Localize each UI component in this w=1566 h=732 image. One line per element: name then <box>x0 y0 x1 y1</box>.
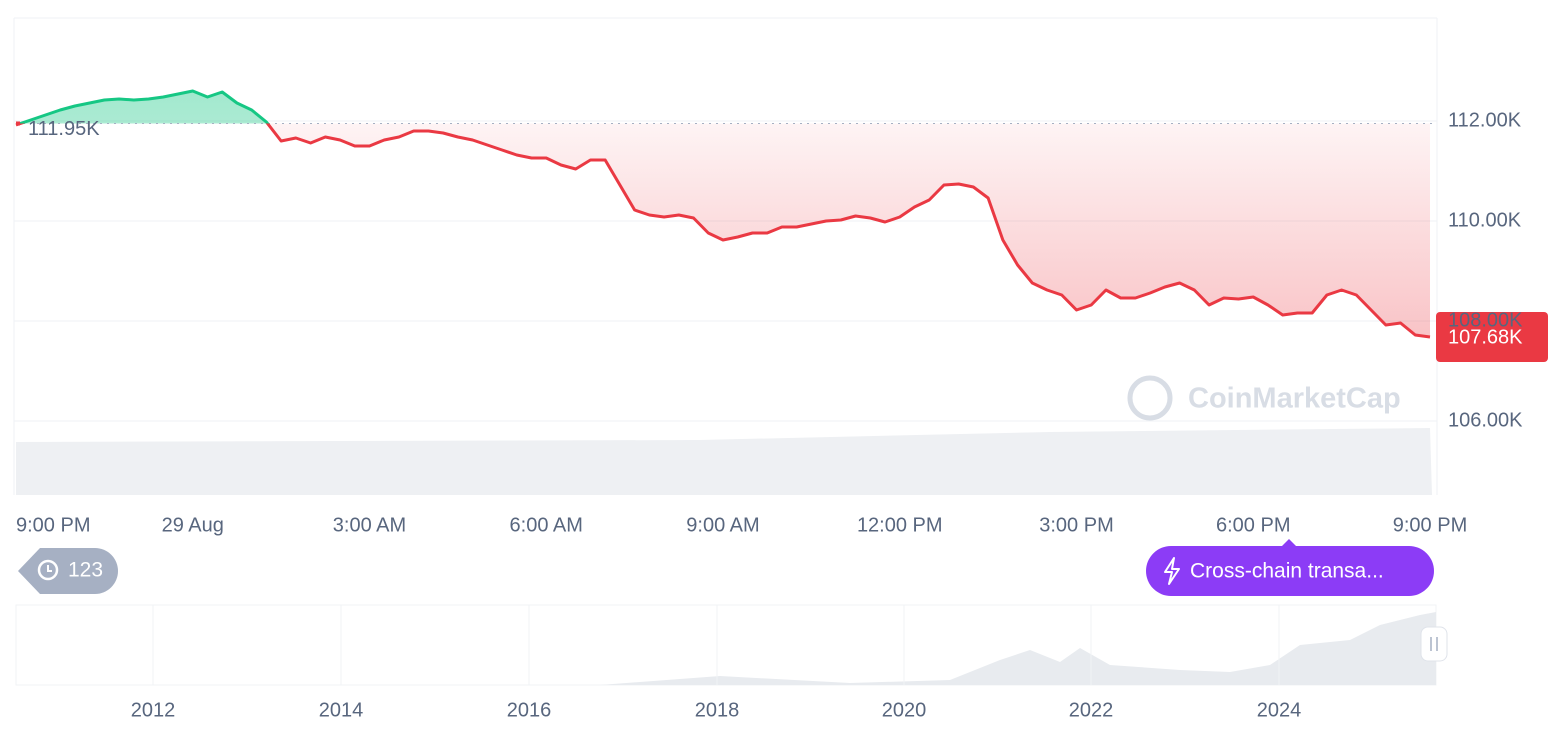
watermark-text: CoinMarketCap <box>1188 383 1401 415</box>
area-down <box>16 123 1430 337</box>
event-pill[interactable] <box>1146 546 1434 596</box>
last-price-tag <box>1436 312 1548 362</box>
event-icon <box>1164 557 1180 585</box>
watermark: CoinMarketCap <box>1127 375 1401 421</box>
navigator-year: 2022 <box>1069 699 1114 721</box>
plot-frame <box>13 17 1438 495</box>
event-button[interactable]: Cross-chain transa... <box>1146 539 1434 596</box>
volume-area <box>16 428 1432 495</box>
x-tick-label: 12:00 PM <box>857 514 943 536</box>
x-tick-label: 3:00 PM <box>1039 514 1113 536</box>
y-tick-label: 106.00K <box>1448 409 1523 431</box>
y-tick-label: 110.00K <box>1448 209 1522 231</box>
price-line-up <box>15 89 270 124</box>
navigator-handle[interactable] <box>1420 626 1448 662</box>
navigator: 2012 2014 2016 2018 2020 2022 2024 <box>15 604 1448 721</box>
reference-label: 111.95K <box>28 118 100 140</box>
price-line <box>15 123 1431 339</box>
watermark-logo <box>1127 375 1173 421</box>
navigator-year: 2014 <box>319 699 364 721</box>
navigator-year: 2024 <box>1257 699 1302 721</box>
event-text[interactable]: Cross-chain transa... <box>1190 560 1384 583</box>
x-tick-label: 9:00 PM <box>1393 514 1467 536</box>
badge-icon-hands <box>47 565 52 572</box>
badge-count[interactable]: 123 <box>68 559 103 582</box>
history-badge[interactable]: 123 <box>18 548 118 594</box>
y-tick-label: 108.00K <box>1448 309 1523 331</box>
navigator-year: 2012 <box>131 699 176 721</box>
x-tick-label: 6:00 AM <box>510 514 583 536</box>
y-tick-label: 112.00K <box>1448 109 1522 131</box>
x-tick-label: 6:00 PM <box>1216 514 1290 536</box>
area-up <box>16 91 1430 124</box>
event-pointer <box>1282 539 1296 546</box>
x-tick-label: 29 Aug <box>162 514 224 536</box>
badge-shape[interactable] <box>18 548 118 594</box>
navigator-year: 2016 <box>507 699 552 721</box>
navigator-area <box>16 612 1436 685</box>
navigator-year: 2020 <box>882 699 927 721</box>
reference-marker <box>16 121 20 126</box>
navigator-year: 2018 <box>695 699 740 721</box>
last-price-label: 107.68K <box>1448 326 1523 348</box>
badge-icon <box>37 559 59 581</box>
x-tick-label: 9:00 PM <box>16 514 90 536</box>
x-tick-label: 3:00 AM <box>333 514 406 536</box>
x-tick-label: 9:00 AM <box>686 514 759 536</box>
